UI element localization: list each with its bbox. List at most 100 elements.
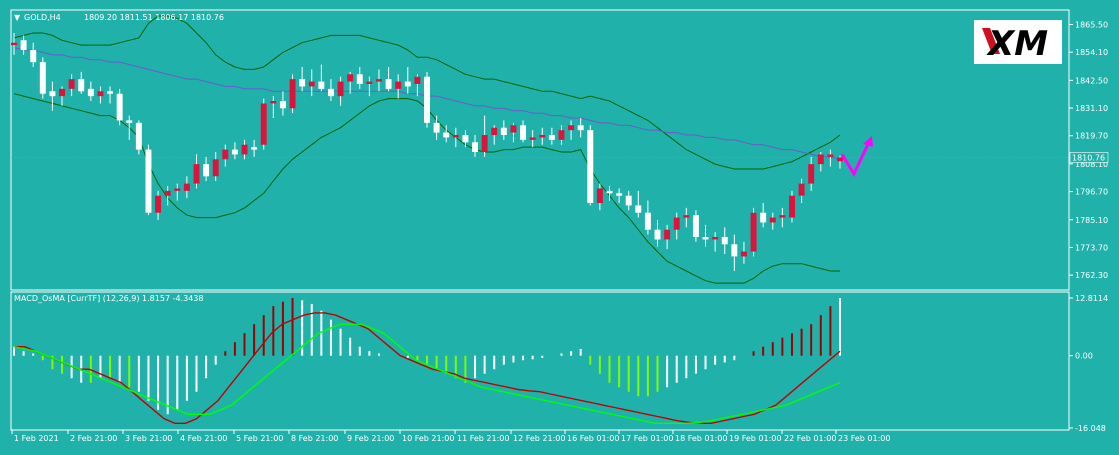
candle-body	[808, 164, 815, 184]
candle-body	[20, 40, 27, 50]
projection-arrow-head	[863, 135, 873, 147]
candle-body	[251, 147, 258, 150]
candle-body	[587, 130, 594, 203]
time-axis-label: 8 Feb 21:00	[291, 434, 338, 443]
price-axis-label: 1819.70	[1075, 132, 1108, 141]
candle-body	[404, 81, 411, 87]
candle-body	[68, 79, 75, 89]
candle-body	[817, 154, 824, 165]
candle-body	[837, 157, 843, 162]
price-axis-label: 1796.70	[1075, 188, 1108, 197]
candle-body	[731, 244, 738, 257]
bollinger-upper-line	[13, 15, 841, 170]
price-axis-label: 1865.50	[1075, 21, 1108, 30]
candle-body	[279, 101, 286, 109]
time-axis-label: 10 Feb 21:00	[402, 434, 454, 443]
macd-line	[14, 312, 841, 424]
candle-body	[692, 215, 699, 237]
candle-body	[395, 81, 402, 89]
price-panel-border	[10, 9, 1070, 291]
candle-body	[126, 120, 133, 123]
candle-body	[174, 188, 181, 191]
candle-body	[548, 135, 555, 140]
candle-body	[193, 164, 200, 184]
candle-body	[337, 81, 344, 97]
candle-body	[241, 144, 248, 155]
candle-body	[491, 127, 498, 135]
candle-body	[779, 215, 786, 218]
time-axis-label: 18 Feb 01:00	[675, 434, 727, 443]
candle-body	[750, 212, 757, 252]
candle-body	[520, 125, 527, 140]
xm-logo: XM	[974, 20, 1062, 64]
xm-logo-text: XM	[986, 24, 1048, 64]
symbol-label: GOLD,H4	[24, 13, 61, 22]
candle-body	[231, 149, 238, 155]
candle-body	[135, 122, 142, 150]
indicator-panel-border	[10, 291, 1070, 431]
candle-body	[654, 229, 661, 240]
candle-body	[452, 135, 459, 138]
price-axis-label: 1854.10	[1075, 48, 1108, 57]
indicator-axis-label: 12.8114	[1075, 294, 1108, 303]
candle-body	[462, 135, 469, 143]
time-axis-label: 22 Feb 01:00	[784, 434, 836, 443]
candle-body	[472, 142, 479, 152]
candle-body	[30, 50, 37, 63]
time-axis-label: 11 Feb 21:00	[457, 434, 509, 443]
candle-body	[433, 122, 440, 133]
candle-body	[59, 88, 66, 97]
candle-body	[798, 183, 805, 196]
candle-body	[318, 81, 325, 89]
axis-layer: 1865.50 1854.10 1842.50 1831.10 1819.70 1808.…	[11, 21, 1109, 443]
candle-body	[424, 76, 430, 123]
candle-body	[385, 79, 392, 89]
candle-body	[107, 91, 114, 94]
candle-body	[568, 125, 575, 131]
price-layer	[11, 15, 1069, 284]
time-axis-label: 23 Feb 01:00	[838, 434, 890, 443]
candle-body	[769, 217, 776, 223]
candle-body	[500, 127, 507, 135]
candle-body	[203, 164, 210, 177]
candle-body	[683, 215, 690, 218]
candle-body	[97, 91, 104, 97]
price-axis-label: 1831.10	[1075, 104, 1108, 113]
candle-body	[673, 217, 680, 230]
candle-body	[222, 149, 229, 160]
candle-body	[481, 135, 488, 152]
candle-body	[625, 195, 632, 206]
candle-body	[414, 76, 421, 84]
current-price-box	[1069, 152, 1109, 163]
candle-body	[664, 229, 671, 240]
candle-body	[11, 42, 17, 46]
candle-body	[356, 74, 363, 84]
candle-body	[212, 159, 219, 177]
candle-body	[116, 93, 123, 121]
signal-line	[13, 323, 841, 424]
price-axis-label: 1785.10	[1075, 216, 1108, 225]
current-price-label: 1810.76	[1072, 153, 1105, 162]
candle-body	[347, 74, 354, 82]
candle-body	[327, 88, 334, 97]
candle-body	[78, 79, 85, 92]
candle-body	[308, 81, 315, 87]
candle-body	[375, 79, 382, 82]
time-axis-label: 17 Feb 01:00	[621, 434, 673, 443]
price-axis-label: 1808.10	[1075, 160, 1108, 169]
symbol-dropdown-icon[interactable]: ▼	[14, 13, 21, 22]
candle-body	[596, 188, 603, 203]
time-axis-label: 5 Feb 21:00	[236, 434, 283, 443]
price-axis-label: 1842.50	[1075, 76, 1108, 85]
time-axis-label: 19 Feb 01:00	[729, 434, 781, 443]
candle-body	[155, 195, 162, 213]
indicator-axis-label: 0.00	[1075, 352, 1093, 361]
time-axis-label: 2 Feb 21:00	[70, 434, 117, 443]
candle-body	[260, 103, 267, 145]
time-axis-label: 12 Feb 21:00	[513, 434, 565, 443]
candle-body	[635, 205, 642, 213]
candle-body	[289, 79, 296, 109]
candle-body	[366, 81, 373, 84]
